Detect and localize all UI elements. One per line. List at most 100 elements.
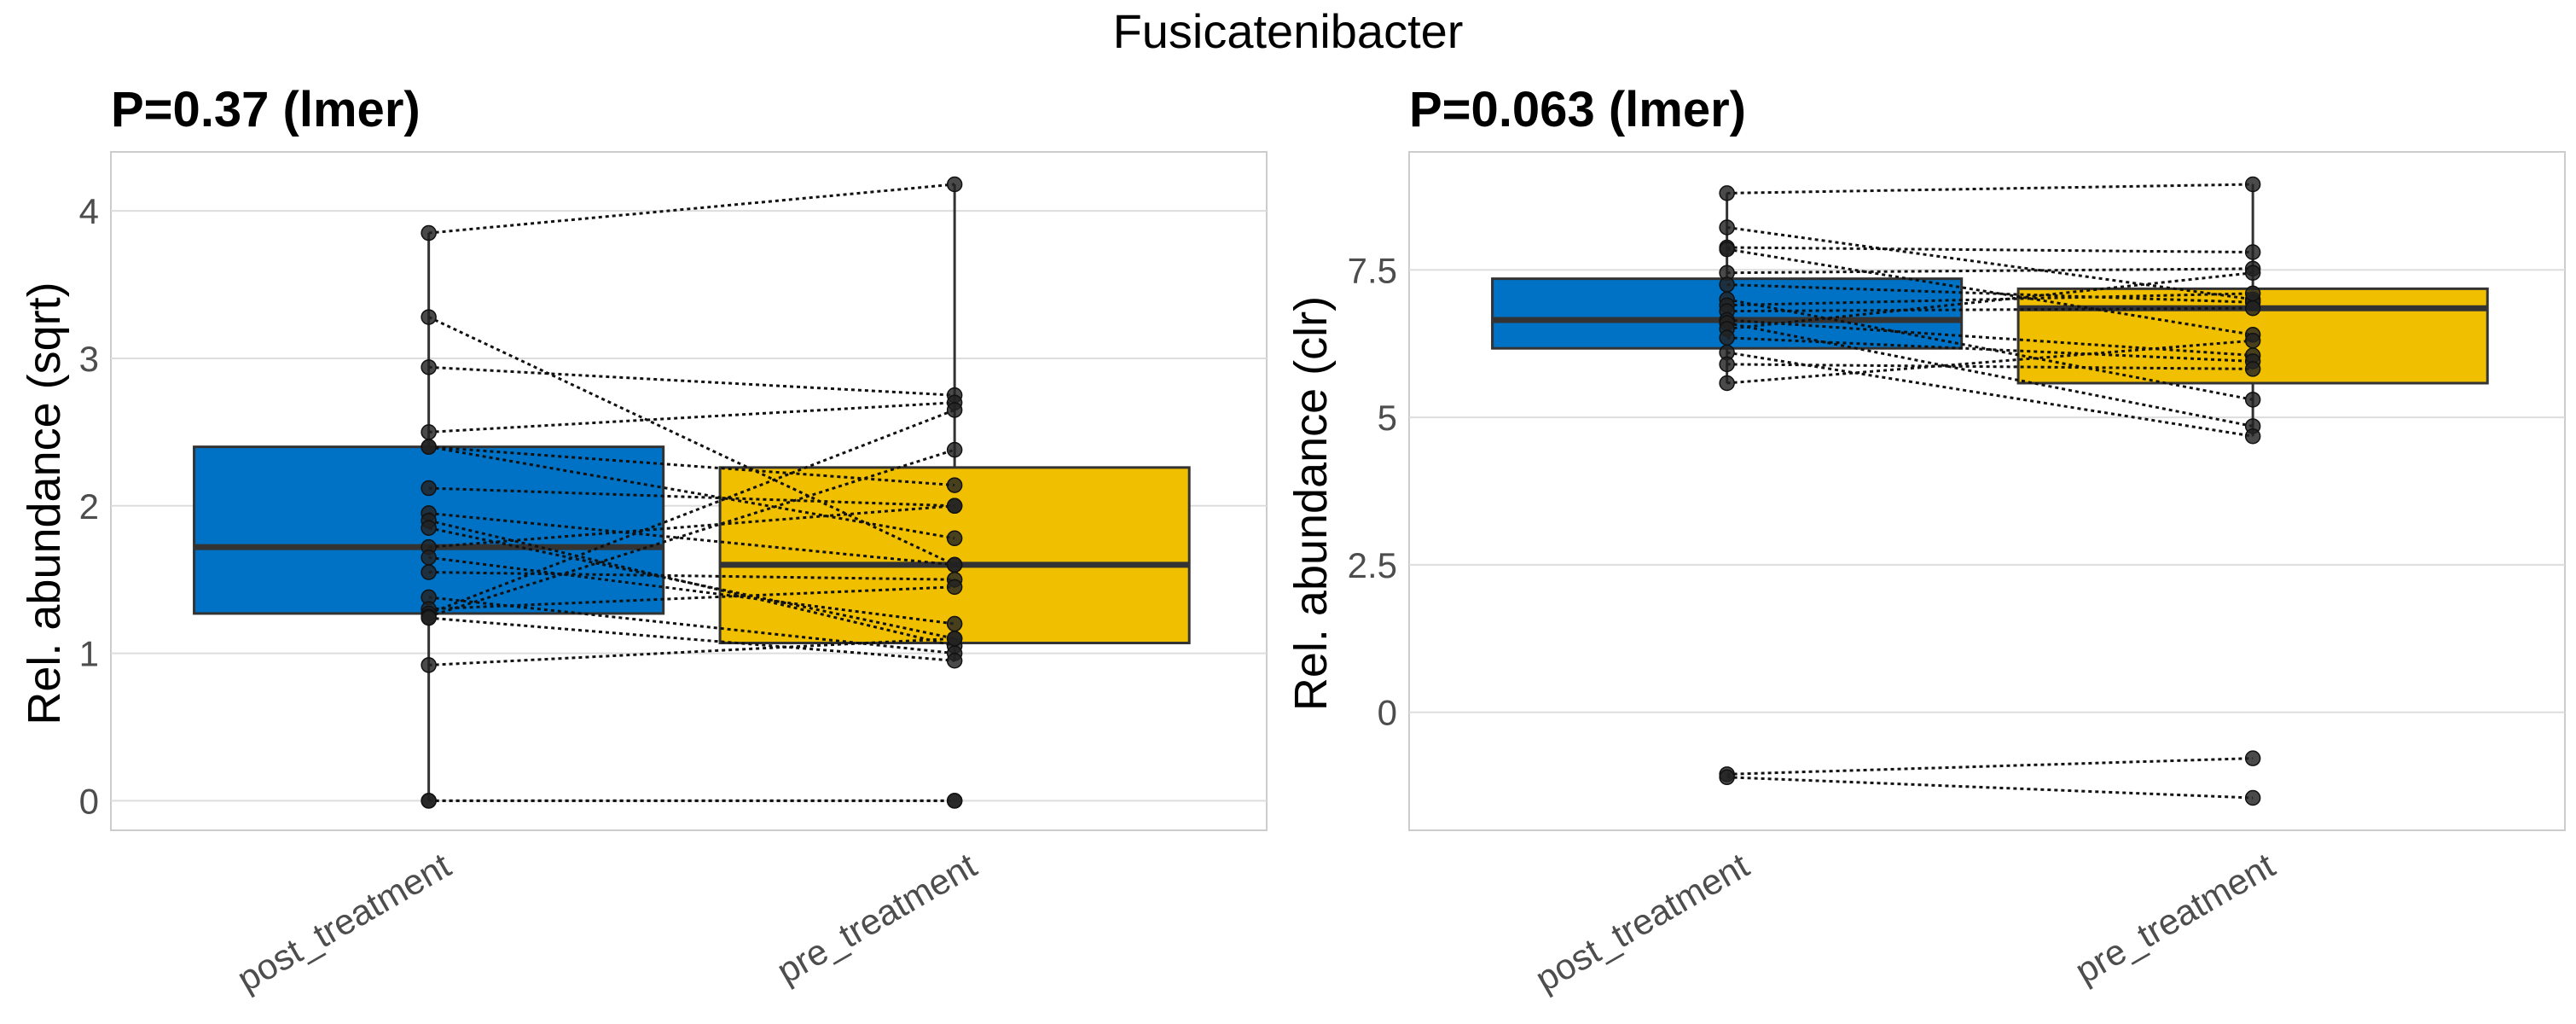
left-y-tick-label: 1	[79, 634, 99, 674]
right-y-tick-label: 0	[1378, 693, 1397, 733]
right-point-post_treatment	[1719, 185, 1735, 201]
left-point-pre_treatment	[946, 653, 963, 669]
left-pair-line	[428, 486, 955, 508]
left-point-post_treatment	[421, 564, 437, 580]
left-pair-line	[428, 519, 955, 648]
right-x-tick-label: post_treatment	[1529, 845, 1755, 999]
panel-left: P=0.37 (lmer) Rel. abundance (sqrt) 0 1 2 3…	[19, 82, 1268, 999]
left-point-pre_treatment	[946, 579, 963, 596]
left-point-pre_treatment	[946, 441, 963, 458]
panel-left-plot-area	[110, 151, 1268, 831]
left-point-post_treatment	[421, 359, 437, 375]
panel-left-y-axis-label: Rel. abundance (sqrt)	[19, 282, 70, 724]
panel-right-y-ticks: 0 2.5 5 7.5	[1348, 250, 1397, 732]
left-point-pre_treatment	[946, 556, 963, 573]
left-pair-line	[428, 409, 955, 615]
right-point-post_treatment	[1719, 329, 1735, 346]
left-y-tick-label: 3	[79, 339, 99, 379]
left-point-post_treatment	[421, 480, 437, 497]
right-pair-line	[1726, 336, 2254, 363]
panel-right-pair-lines	[1726, 183, 2254, 800]
left-pair-line	[428, 637, 955, 666]
right-pair-line	[1726, 363, 2254, 370]
right-pair-line	[1726, 757, 2254, 776]
panel-right-title: P=0.063 (lmer)	[1409, 82, 1746, 137]
left-pair-line	[428, 365, 955, 397]
panel-left-title: P=0.37 (lmer)	[111, 82, 421, 137]
right-point-pre_treatment	[2244, 332, 2261, 349]
panel-right: P=0.063 (lmer) Rel. abundance (clr) 0 2.5…	[1285, 82, 2566, 999]
panel-right-plot-area	[1408, 151, 2566, 831]
left-point-post_treatment	[421, 520, 437, 536]
panel-right-boxes	[1491, 184, 2489, 437]
left-point-pre_treatment	[946, 497, 963, 515]
left-point-post_treatment	[421, 424, 437, 440]
right-point-pre_treatment	[2244, 428, 2261, 445]
left-point-post_treatment	[421, 309, 437, 325]
left-y-tick-label: 2	[79, 486, 99, 527]
right-pair-line	[1726, 246, 2254, 254]
left-point-post_treatment	[421, 439, 437, 455]
left-pair-line	[428, 401, 955, 433]
right-point-post_treatment	[1719, 241, 1735, 258]
panel-left-y-ticks: 0 1 2 3 4	[79, 191, 99, 821]
panel-left-points	[421, 176, 963, 809]
right-point-pre_treatment	[2244, 750, 2261, 766]
right-point-post_treatment	[1719, 769, 1735, 786]
left-pair-line	[428, 585, 955, 611]
right-point-pre_treatment	[2244, 789, 2261, 806]
right-x-tick-label: pre_treatment	[2068, 845, 2282, 992]
right-point-post_treatment	[1719, 375, 1735, 392]
left-pair-line	[428, 448, 955, 618]
right-point-post_treatment	[1719, 276, 1735, 293]
right-y-tick-label: 2.5	[1348, 545, 1397, 585]
left-point-pre_treatment	[946, 176, 963, 193]
right-pair-line	[1726, 339, 2254, 385]
left-pair-line	[428, 504, 955, 549]
left-pair-line	[428, 527, 955, 640]
left-x-tick-label: pre_treatment	[770, 845, 983, 992]
left-point-post_treatment	[421, 550, 437, 566]
left-point-pre_treatment	[946, 530, 963, 547]
left-point-pre_treatment	[946, 793, 963, 809]
left-point-post_treatment	[421, 793, 437, 809]
right-point-pre_treatment	[2244, 392, 2261, 408]
panel-left-x-ticks: post_treatment pre_treatment	[230, 845, 983, 999]
left-box-pre_treatment	[718, 466, 1191, 645]
right-pair-line	[1726, 292, 2254, 307]
right-pair-line	[1726, 351, 2254, 438]
left-y-tick-label: 4	[79, 191, 99, 231]
right-point-pre_treatment	[2244, 176, 2261, 193]
right-y-tick-label: 7.5	[1348, 250, 1397, 290]
left-point-pre_treatment	[946, 615, 963, 632]
left-pair-line	[428, 571, 955, 581]
left-point-pre_treatment	[946, 631, 963, 647]
right-point-pre_treatment	[2244, 285, 2261, 302]
right-pair-line	[1726, 283, 2254, 304]
right-pair-line	[1726, 776, 2254, 800]
left-point-post_treatment	[421, 224, 437, 241]
left-x-tick-label: post_treatment	[230, 845, 457, 999]
left-y-tick-label: 0	[79, 781, 99, 821]
left-pair-line	[427, 316, 955, 567]
right-point-pre_treatment	[2244, 244, 2261, 260]
left-point-post_treatment	[421, 657, 437, 673]
left-pair-line	[428, 445, 955, 540]
right-point-pre_treatment	[2244, 300, 2261, 317]
left-pair-line	[428, 616, 955, 662]
figure-title: Fusicatenibacter	[1113, 4, 1464, 58]
panel-right-y-axis-label: Rel. abundance (clr)	[1285, 296, 1337, 711]
right-y-tick-label: 5	[1378, 398, 1397, 438]
left-pair-line	[428, 183, 955, 235]
right-point-post_treatment	[1719, 356, 1735, 373]
right-pair-line	[1726, 298, 2254, 401]
right-pair-line	[1726, 247, 2254, 336]
left-point-post_treatment	[421, 609, 437, 626]
right-point-post_treatment	[1719, 219, 1735, 236]
right-point-pre_treatment	[2244, 265, 2261, 281]
right-pair-line	[1726, 267, 2254, 275]
right-pair-line	[1726, 322, 2254, 428]
right-pair-line	[1726, 318, 2254, 357]
right-pair-line	[1726, 183, 2254, 195]
